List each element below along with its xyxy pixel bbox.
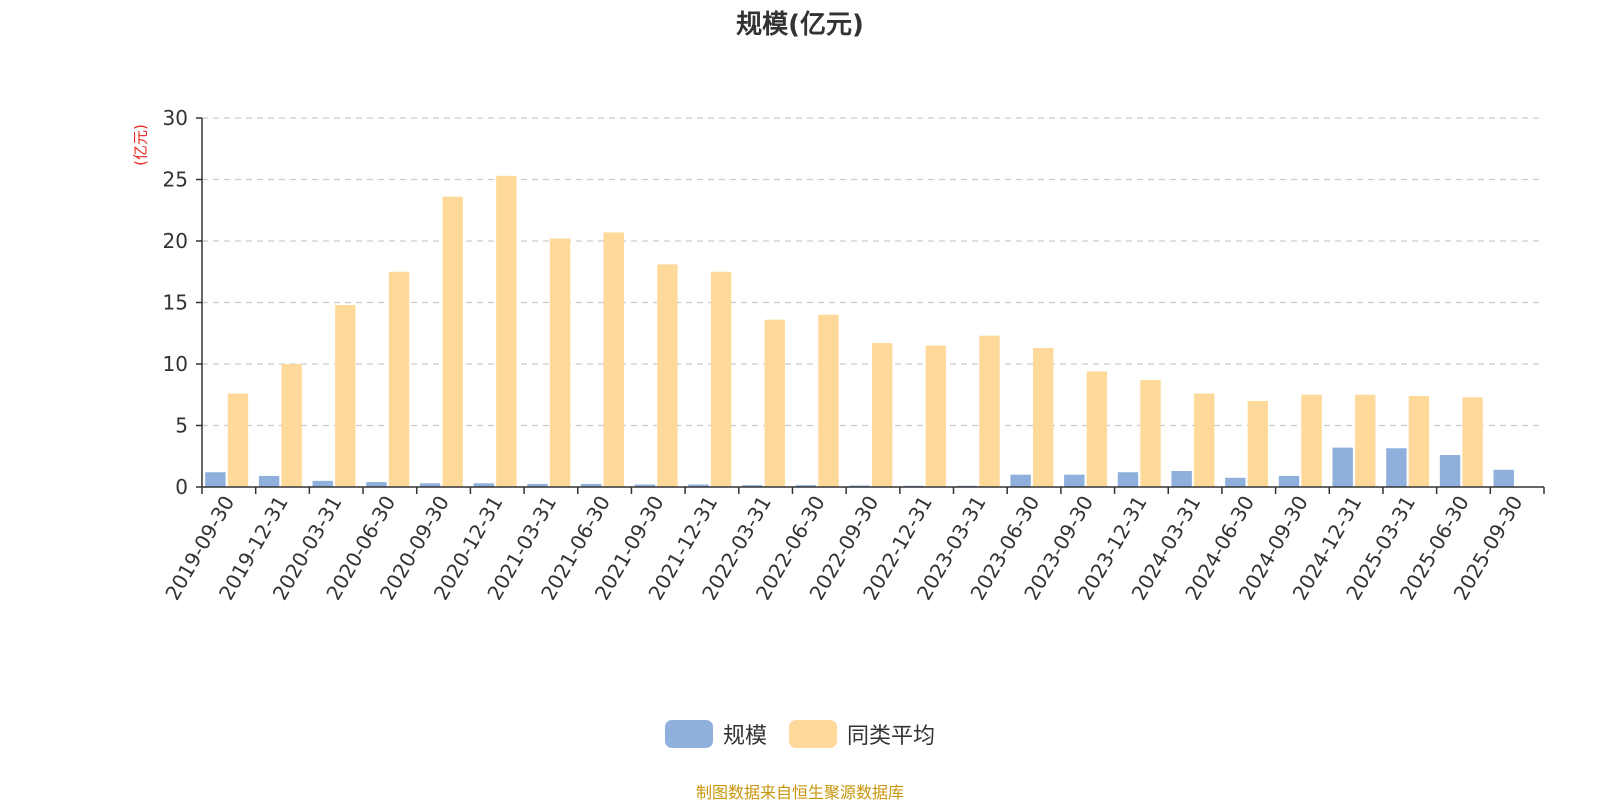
legend-label-scale: 规模 — [722, 724, 767, 749]
y-tick-label: 5 — [175, 414, 188, 438]
bar-avg — [442, 196, 463, 487]
bar-avg — [1301, 394, 1322, 487]
chart-title: 规模(亿元) — [736, 10, 864, 40]
bar-scale — [312, 480, 333, 487]
bar-scale — [1117, 472, 1139, 487]
legend-item-avg[interactable]: 同类平均 — [789, 718, 935, 750]
bar-avg — [1408, 395, 1430, 487]
bar-scale — [580, 483, 602, 487]
bar-scale — [1278, 475, 1300, 487]
bar-avg — [657, 264, 678, 487]
bar-scale — [1332, 447, 1353, 487]
legend-swatch-scale — [664, 720, 713, 748]
bar-avg — [1462, 397, 1483, 487]
bar-avg — [1355, 394, 1376, 487]
bar-avg — [1032, 348, 1054, 487]
legend-item-scale[interactable]: 规模 — [664, 718, 767, 750]
bar-avg — [764, 319, 785, 487]
bar-scale — [1010, 474, 1031, 487]
bar-scale — [258, 475, 280, 487]
bar-avg — [1086, 371, 1108, 487]
bar-scale — [1225, 477, 1246, 487]
bar-chart: 0510152025302019-09-302019-12-312020-03-… — [160, 106, 1545, 604]
y-tick-label: 25 — [163, 168, 188, 192]
bar-avg — [603, 232, 624, 487]
y-tick-label: 30 — [163, 106, 188, 130]
bar-scale — [795, 485, 817, 487]
bar-scale — [419, 483, 441, 487]
legend-label-avg: 同类平均 — [847, 724, 936, 749]
bar-scale — [1064, 474, 1085, 487]
bar-avg — [871, 343, 893, 487]
y-tick-label: 20 — [163, 229, 188, 253]
bar-avg — [335, 304, 356, 487]
bar-scale — [366, 482, 387, 487]
bar-avg — [818, 314, 839, 487]
bar-scale — [1386, 448, 1407, 487]
source-note: 制图数据来自恒生聚源数据库 — [695, 783, 904, 802]
bar-avg — [1247, 400, 1269, 487]
legend: 规模 同类平均 — [0, 718, 1600, 750]
bar-avg — [227, 393, 249, 487]
bar-scale — [688, 484, 709, 487]
bar-avg — [549, 238, 571, 487]
bar-scale — [473, 483, 495, 487]
bar-avg — [710, 271, 732, 487]
bar-scale — [742, 485, 763, 487]
bar-scale — [1439, 455, 1461, 487]
legend-swatch-avg — [789, 720, 837, 748]
bar-avg — [1194, 393, 1215, 487]
bar-scale — [527, 483, 548, 487]
y-tick-label: 0 — [175, 475, 188, 499]
bar-scale — [1171, 471, 1192, 487]
bar-scale — [634, 484, 656, 487]
bar-avg — [496, 175, 517, 487]
bar-avg — [925, 345, 947, 487]
bar-scale — [205, 472, 226, 487]
bar-avg — [1140, 379, 1161, 487]
bar-avg — [388, 271, 410, 487]
bar-avg — [979, 335, 1000, 487]
bar-scale — [1493, 469, 1514, 487]
y-tick-label: 15 — [163, 291, 188, 315]
bar-avg — [281, 364, 302, 487]
y-tick-label: 10 — [163, 352, 188, 376]
